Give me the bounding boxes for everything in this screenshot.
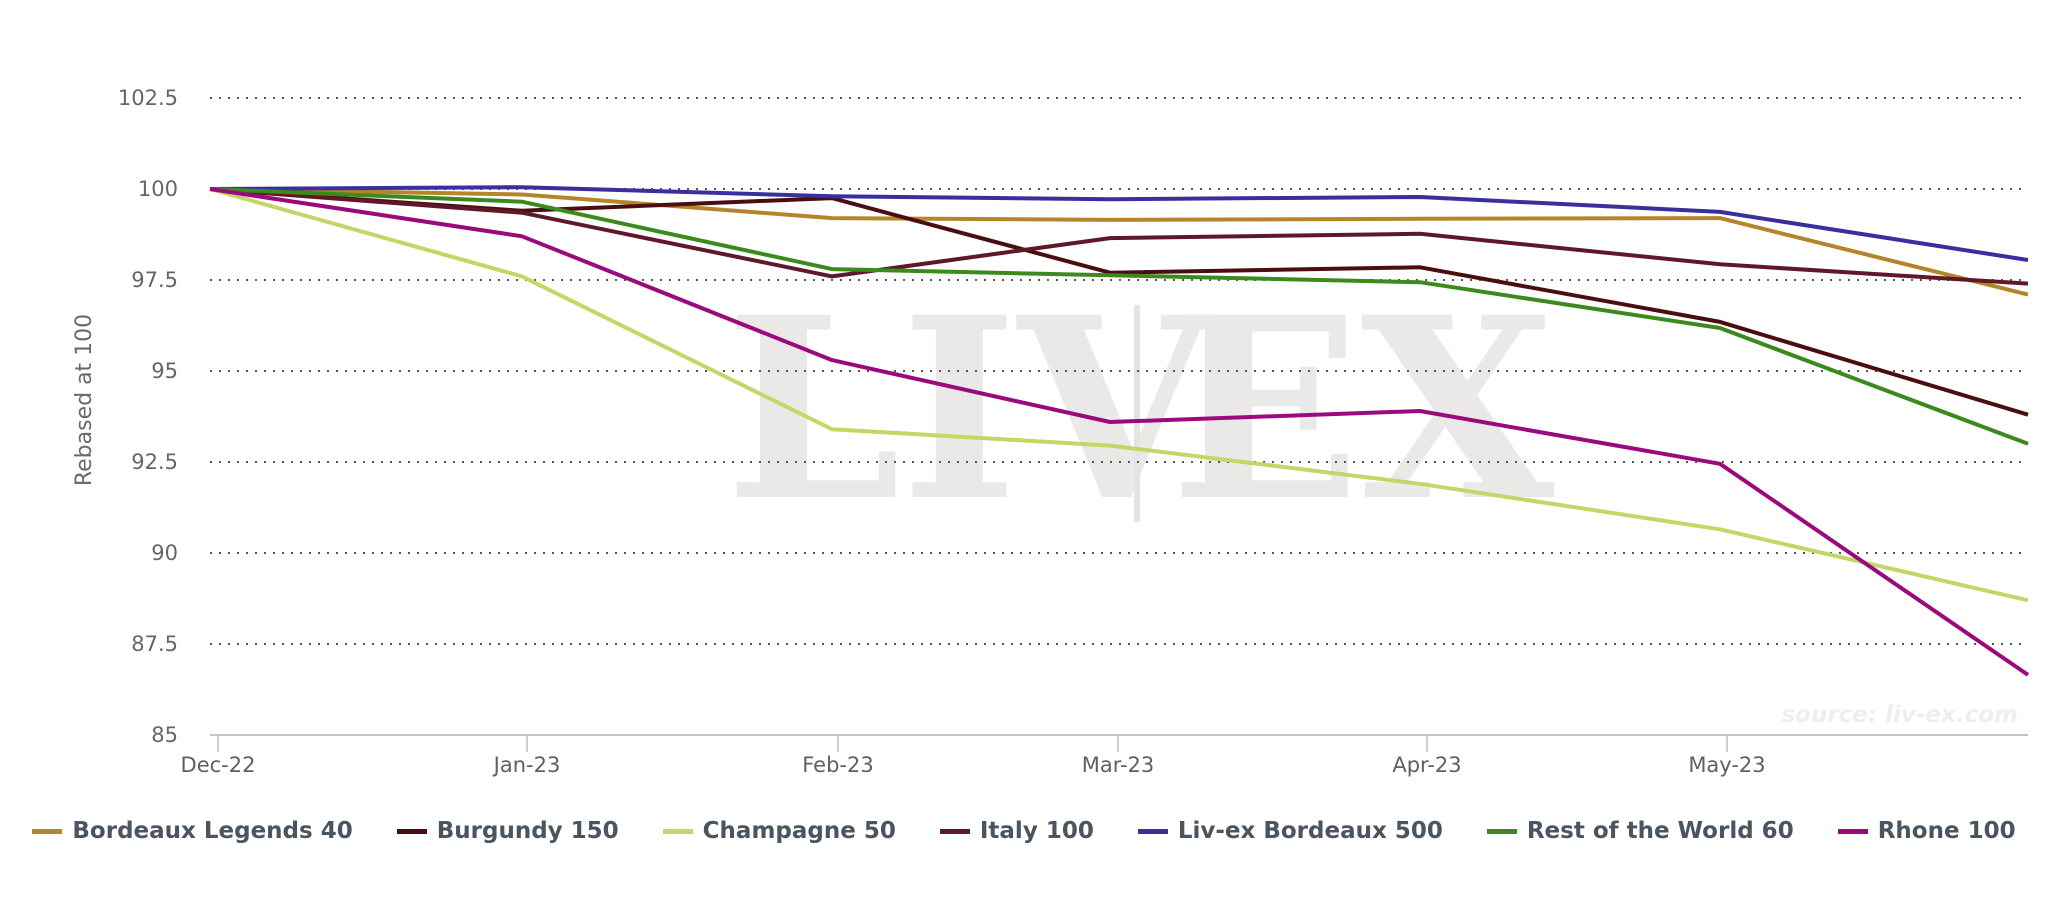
legend-item-champagne-50[interactable]: Champagne 50 bbox=[662, 818, 896, 844]
legend-label: Rhone 100 bbox=[1877, 818, 2016, 844]
watermark-liv: LIV bbox=[725, 262, 1216, 556]
series-line-rhone-100[interactable] bbox=[209, 187, 2030, 677]
y-tick-label: 100 bbox=[138, 177, 178, 201]
source-credit: source: liv-ex.com bbox=[1781, 702, 2018, 728]
y-tick-label: 85 bbox=[151, 723, 178, 747]
series-line-bordeaux-legends-40[interactable] bbox=[209, 187, 2029, 297]
y-tick-label: 87.5 bbox=[131, 632, 178, 656]
x-tick-label: Apr-23 bbox=[1392, 753, 1461, 777]
legend-label: Bordeaux Legends 40 bbox=[72, 818, 353, 844]
y-tick-label: 95 bbox=[151, 359, 178, 383]
legend-label: Liv-ex Bordeaux 500 bbox=[1177, 818, 1443, 844]
legend-label: Rest of the World 60 bbox=[1526, 818, 1794, 844]
y-axis: 85 87.5 90 92.5 95 97.5 100 102.5 bbox=[118, 86, 178, 747]
x-tick-label: Feb-23 bbox=[802, 753, 873, 777]
series-lines bbox=[209, 185, 2030, 677]
legend-label: Champagne 50 bbox=[702, 818, 896, 844]
legend-item-rhone-100[interactable]: Rhone 100 bbox=[1837, 818, 2016, 844]
legend-swatch-icon bbox=[32, 828, 63, 834]
legend-swatch-icon bbox=[1486, 828, 1517, 834]
legend-label: Burgundy 150 bbox=[436, 818, 619, 844]
legend-item-liv-ex-bordeaux-500[interactable]: Liv-ex Bordeaux 500 bbox=[1137, 818, 1443, 844]
y-tick-label: 97.5 bbox=[131, 268, 178, 292]
x-tick-label: May-23 bbox=[1688, 753, 1765, 777]
x-tick-label: Jan-23 bbox=[492, 753, 561, 777]
legend-swatch-icon bbox=[939, 828, 970, 834]
legend-swatch-icon bbox=[1137, 828, 1168, 834]
watermark-ex: EX bbox=[1170, 262, 1555, 556]
y-axis-title: Rebased at 100 bbox=[72, 314, 97, 486]
y-tick-label: 92.5 bbox=[131, 450, 178, 474]
y-tick-label: 90 bbox=[151, 541, 178, 565]
x-tick-label: Mar-23 bbox=[1082, 753, 1155, 777]
legend-swatch-icon bbox=[662, 828, 693, 834]
legend-label: Italy 100 bbox=[979, 818, 1094, 844]
legend-item-burgundy-150[interactable]: Burgundy 150 bbox=[396, 818, 619, 844]
legend-swatch-icon bbox=[396, 828, 427, 834]
legend-item-rest-of-the-world-60[interactable]: Rest of the World 60 bbox=[1486, 818, 1794, 844]
grid-lines bbox=[210, 97, 2028, 645]
x-tick-label: Dec-22 bbox=[181, 753, 256, 777]
series-line-rest-of-the-world-60[interactable] bbox=[209, 187, 2029, 446]
chart-legend: Bordeaux Legends 40 Burgundy 150 Champagne… bbox=[0, 818, 2048, 844]
series-line-liv-ex-bordeaux-500[interactable] bbox=[209, 185, 2029, 262]
legend-item-bordeaux-legends-40[interactable]: Bordeaux Legends 40 bbox=[32, 818, 353, 844]
x-axis: Dec-22 Jan-23 Feb-23 Mar-23 Apr-23 May-23 bbox=[181, 735, 1766, 777]
legend-item-italy-100[interactable]: Italy 100 bbox=[939, 818, 1094, 844]
y-tick-label: 102.5 bbox=[118, 86, 178, 110]
legend-swatch-icon bbox=[1837, 828, 1868, 834]
liv-ex-watermark: LIV EX bbox=[725, 262, 1555, 556]
series-line-champagne-50[interactable] bbox=[209, 187, 2029, 603]
series-line-italy-100[interactable] bbox=[209, 187, 2029, 286]
